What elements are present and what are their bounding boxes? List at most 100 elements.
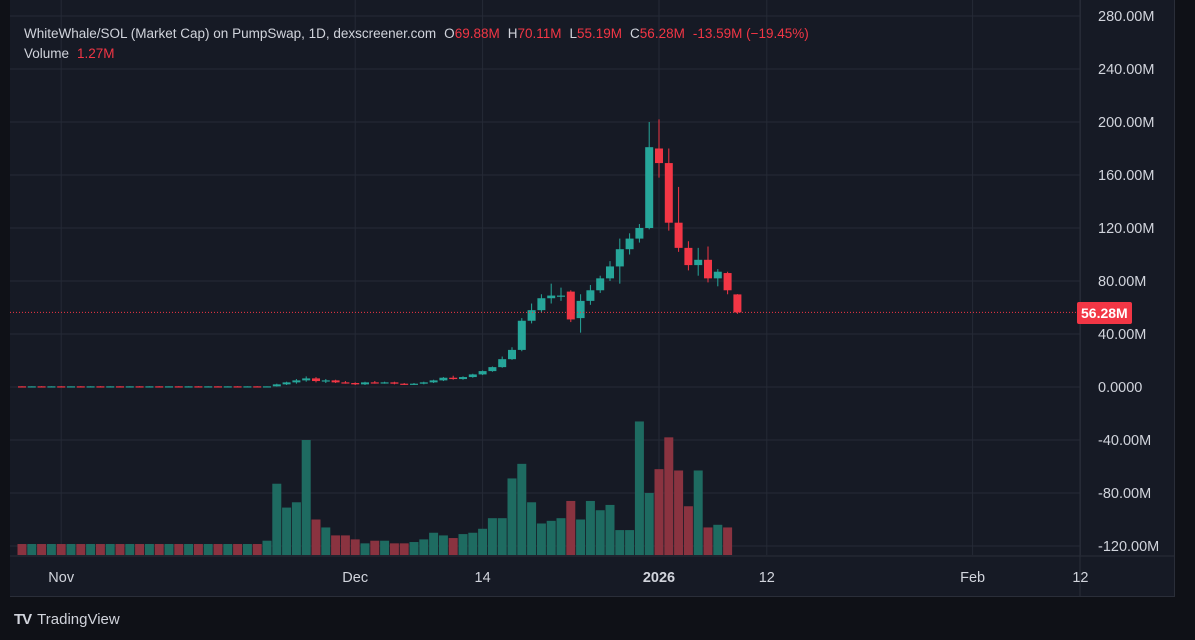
candle-body (312, 378, 320, 382)
price-tick-label: 240.00M (1098, 62, 1154, 78)
candle-body (459, 377, 467, 380)
candle-body (410, 383, 418, 385)
volume-bar (86, 544, 96, 555)
volume-bar (350, 539, 360, 555)
candle-body (282, 382, 291, 385)
volume-bar (144, 544, 154, 555)
low-value: 55.19M (577, 26, 623, 41)
volume-bar (605, 504, 615, 555)
candle-body (400, 383, 409, 385)
volume-bar (360, 543, 370, 555)
candle-body (537, 298, 546, 311)
candle-body (586, 290, 595, 301)
candle-body (321, 380, 330, 382)
candle-body (576, 300, 585, 319)
price-axis: 280.00M 240.00M 200.00M 160.00M 120.00M 80.00… (1098, 9, 1159, 555)
candle-body (517, 320, 526, 350)
candle-body (439, 377, 448, 381)
candle-body (468, 374, 477, 378)
candle-body (370, 382, 379, 384)
volume-bar (585, 500, 595, 555)
volume-bar (242, 544, 252, 555)
price-tick-label: 280.00M (1098, 9, 1154, 25)
volume-bar (507, 478, 517, 555)
candle-body (655, 148, 663, 164)
candle-body (184, 386, 193, 388)
volume-bar (478, 528, 488, 555)
candle-body (204, 386, 213, 388)
candle-body (341, 382, 350, 384)
tradingview-brand[interactable]: TV TradingView (14, 609, 120, 629)
volume-bar (213, 544, 223, 555)
volume-bar (634, 421, 644, 555)
candle-body (174, 386, 183, 388)
candle-body (478, 371, 487, 375)
volume-bar (184, 544, 194, 555)
volume-bar (625, 530, 635, 555)
chart-panel[interactable]: 280.00M 240.00M 200.00M 160.00M 120.00M 80.00… (10, 0, 1175, 597)
volume-bar (115, 544, 125, 555)
candle-body (292, 380, 301, 383)
candle-body (233, 386, 242, 388)
candle-body (67, 386, 75, 388)
legend-line-1: WhiteWhale/SOL (Market Cap) on PumpSwap,… (24, 24, 809, 44)
candle-body (302, 378, 311, 381)
time-tick-label: Dec (342, 570, 368, 586)
volume-bar (125, 544, 135, 555)
open-value: 69.88M (454, 26, 500, 41)
candle-body (449, 377, 458, 380)
volume-bar (536, 523, 546, 555)
candle-body (625, 238, 634, 250)
volume-bar (497, 518, 507, 555)
candle-body (263, 386, 271, 388)
candle-body (125, 386, 134, 388)
close-key: C (630, 26, 640, 41)
time-tick-label: 14 (475, 570, 491, 586)
price-tick-label: 200.00M (1098, 115, 1154, 131)
high-key: H (507, 26, 518, 41)
candle-body (351, 383, 360, 385)
candle-body (684, 247, 693, 266)
candle-body (116, 386, 124, 388)
open-key: O (444, 26, 455, 41)
time-tick-label: 12 (759, 570, 775, 586)
time-tick-label: Nov (48, 570, 75, 586)
candle-body (18, 386, 26, 388)
volume-bar (654, 469, 664, 555)
candle-body (272, 384, 281, 387)
volume-bar (321, 527, 331, 555)
time-tick-label: Feb (960, 570, 985, 586)
volume-bar (252, 544, 262, 555)
volume-bar (233, 544, 243, 555)
volume-key: Volume (24, 46, 70, 61)
volume-bar (556, 518, 566, 555)
volume-bar (615, 530, 625, 555)
candle-body (243, 386, 252, 388)
volume-bar (272, 483, 282, 555)
symbol-title: WhiteWhale/SOL (Market Cap) on PumpSwap,… (24, 26, 437, 41)
volume-value: 1.27M (77, 46, 115, 61)
candle-body (165, 386, 173, 388)
volume-bar (566, 500, 576, 555)
volume-bar (174, 544, 184, 555)
volume-bar (723, 527, 733, 555)
volume-bar (76, 544, 86, 555)
candle-body (704, 259, 712, 279)
time-axis: Nov Dec 14 2026 12 Feb 12 (48, 570, 1088, 586)
volume-bar (95, 544, 105, 555)
volume-bar (693, 470, 703, 555)
candle-body (155, 386, 164, 388)
volume-bar (203, 544, 213, 555)
volume-bar (399, 543, 409, 555)
volume-bar (17, 544, 27, 555)
volume-bar (37, 544, 47, 555)
candlestick-chart[interactable]: 280.00M 240.00M 200.00M 160.00M 120.00M 80.00… (10, 0, 1175, 597)
candle-body (547, 295, 556, 299)
volume-bar (683, 506, 693, 555)
candle-body (145, 386, 154, 388)
price-tick-label: 160.00M (1098, 168, 1154, 184)
volume-bar (409, 542, 419, 555)
candle-body (733, 294, 742, 313)
volume-bar (664, 437, 674, 555)
price-tick-label: 40.00M (1098, 327, 1146, 343)
